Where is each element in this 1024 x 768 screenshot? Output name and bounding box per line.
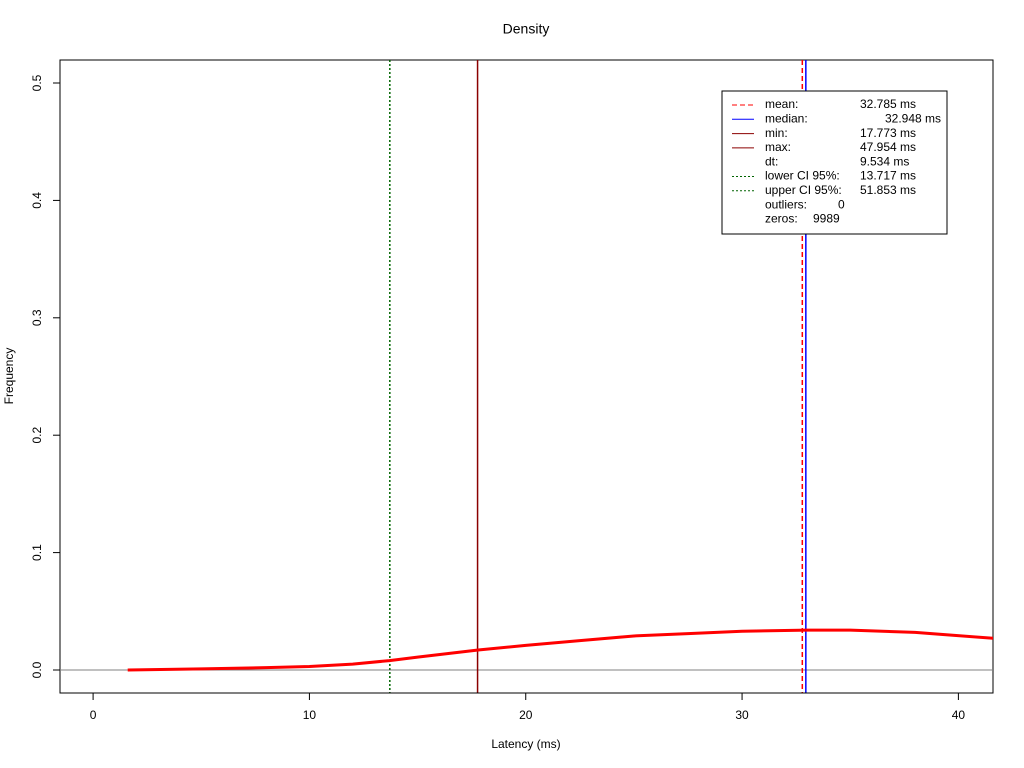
legend-value: 51.853 ms bbox=[860, 183, 916, 197]
x-tick-label: 10 bbox=[303, 708, 317, 722]
x-tick-label: 0 bbox=[90, 708, 97, 722]
chart-title: Density bbox=[503, 21, 550, 37]
legend-value: 17.773 ms bbox=[860, 126, 916, 140]
legend-label: upper CI 95%: bbox=[765, 183, 842, 197]
y-tick-label: 0.5 bbox=[30, 74, 44, 91]
y-tick-label: 0.0 bbox=[30, 661, 44, 678]
legend-value: 47.954 ms bbox=[860, 140, 916, 154]
legend-box bbox=[721, 90, 948, 235]
y-tick-label: 0.1 bbox=[30, 544, 44, 561]
legend-label: min: bbox=[765, 126, 788, 140]
legend-label: max: bbox=[765, 140, 791, 154]
legend-value: 9989 bbox=[813, 212, 840, 226]
y-tick-label: 0.4 bbox=[30, 192, 44, 209]
legend-label: lower CI 95%: bbox=[765, 169, 840, 183]
legend-value: 13.717 ms bbox=[860, 169, 916, 183]
legend-label: median: bbox=[765, 111, 808, 125]
density-curve bbox=[127, 628, 993, 672]
legend-label: zeros: bbox=[765, 212, 798, 226]
y-tick-label: 0.2 bbox=[30, 427, 44, 444]
x-tick-label: 20 bbox=[519, 708, 533, 722]
legend-label: outliers: bbox=[765, 197, 807, 211]
x-tick-label: 40 bbox=[952, 708, 966, 722]
legend-value: 0 bbox=[838, 197, 845, 211]
y-axis-label: Frequency bbox=[2, 348, 16, 405]
x-axis-label: Latency (ms) bbox=[491, 737, 560, 751]
x-tick-label: 30 bbox=[735, 708, 749, 722]
legend-label: mean: bbox=[765, 97, 798, 111]
legend-value: 32.785 ms bbox=[860, 97, 916, 111]
legend-label: dt: bbox=[765, 154, 778, 168]
legend-value: 32.948 ms bbox=[885, 111, 941, 125]
legend-value: 9.534 ms bbox=[860, 154, 909, 168]
y-tick-label: 0.3 bbox=[30, 309, 44, 326]
